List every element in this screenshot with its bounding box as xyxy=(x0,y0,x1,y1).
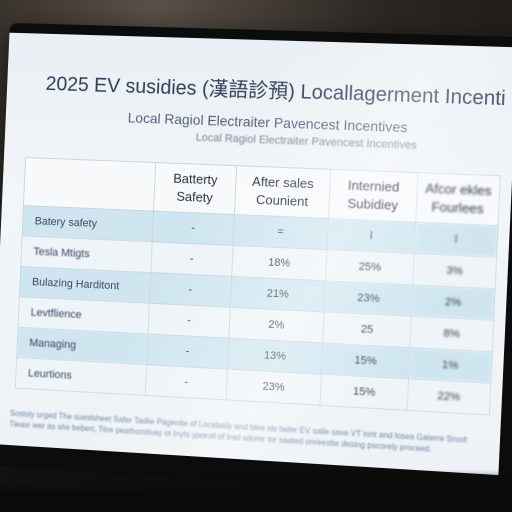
page-title: 2025 EV susidies (漢語診預) Locallagerment I… xyxy=(45,67,506,111)
table-cell: 22% xyxy=(407,379,491,415)
table-cell: 2% xyxy=(411,285,495,320)
table-cell: l xyxy=(414,222,498,257)
table-cell: 15% xyxy=(320,374,409,410)
table-cell: 18% xyxy=(232,245,327,280)
header-after-sales: After sales Counient xyxy=(234,166,330,219)
table-cell: 3% xyxy=(413,254,497,289)
table-cell: - xyxy=(149,273,231,308)
table-cell: 2% xyxy=(229,307,324,343)
table-cell: 1% xyxy=(409,348,493,384)
table-cell: 23% xyxy=(324,281,413,316)
table-cell: - xyxy=(147,334,229,369)
table-cell: = xyxy=(233,215,328,250)
page-subtitle: Local Ragiol Electraiter Pavencest Incen… xyxy=(127,109,489,138)
table-cell: 8% xyxy=(410,316,494,352)
header-after-sales-fourlees: Afcor ekles Fourlees xyxy=(416,173,501,226)
table-cell: 25 xyxy=(323,312,412,348)
table-cell: - xyxy=(151,242,233,277)
incentives-table: Batterty Safety After sales Counient Int… xyxy=(15,157,501,415)
table-cell: - xyxy=(148,303,230,338)
row-label: Tesla Mtigts xyxy=(21,236,152,273)
table-cell: l xyxy=(327,219,416,254)
table-cell: 21% xyxy=(230,276,325,312)
row-label: Leurtions xyxy=(15,358,146,396)
table-cell: 25% xyxy=(326,250,415,285)
monitor: 2025 EV susidies (漢語診預) Locallagerment I… xyxy=(0,23,512,498)
screen: 2025 EV susidies (漢語診預) Locallagerment I… xyxy=(0,33,512,475)
header-battery-safety: Batterty Safety xyxy=(154,163,237,215)
footnote: Sostsly urged The sueslsheet Safer Tadli… xyxy=(9,408,488,458)
desk-shadow xyxy=(0,470,512,512)
table-cell: - xyxy=(152,211,234,245)
table-cell: 23% xyxy=(226,369,321,405)
header-cell-empty xyxy=(23,158,155,212)
table-cell: 13% xyxy=(227,338,322,374)
header-internal-subsidy: Internied Subidiey xyxy=(328,169,418,222)
table-cell: 15% xyxy=(321,343,410,379)
table-cell: - xyxy=(145,365,227,400)
